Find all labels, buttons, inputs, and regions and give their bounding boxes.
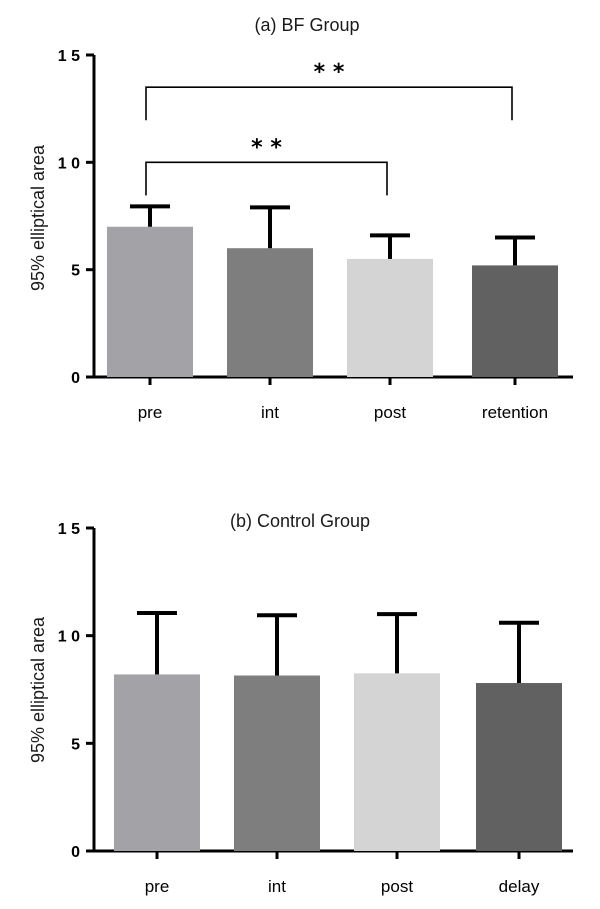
x-tick-label-delay: delay [499,877,540,896]
significance-bracket [145,161,388,196]
bar-delay [476,683,562,851]
x-tick-label-int: int [261,403,279,422]
x-tick-label-post: post [374,403,406,422]
bar-post [347,258,433,377]
panel-control-group: (b) Control Group 95% elliptical area 0 5… [28,511,573,896]
chart-title: (a) BF Group [254,15,359,35]
x-tick-label-pre: pre [138,403,163,422]
significance-brackets: * * * * [145,60,513,196]
bar-retention [472,265,558,377]
y-tick-label: 0 [71,370,80,387]
bar-post [354,673,440,851]
y-axis-label: 95% elliptical area [28,144,48,291]
y-axis-label: 95% elliptical area [28,616,48,763]
x-tick-label-retention: retention [482,403,548,422]
bar-pre [107,226,193,377]
y-tick-label: 5 [71,263,80,280]
bars [114,611,562,851]
bar-pre [114,674,200,851]
y-tick-label: 1 5 [58,48,80,65]
significance-bracket [145,86,513,121]
x-tick-label-post: post [381,877,413,896]
y-tick-label: 0 [71,844,80,861]
chart-title: (b) Control Group [230,511,370,531]
y-tick-label: 1 0 [58,629,80,646]
significance-label: * * [314,60,345,85]
bars [107,204,558,377]
y-tick-label: 1 0 [58,155,80,172]
x-tick-label-pre: pre [145,877,170,896]
x-tick-label-int: int [268,877,286,896]
panel-bf-group: (a) BF Group 95% elliptical area 0 5 1 0 1 … [28,15,573,422]
significance-label: * * [251,135,282,160]
y-tick-label: 1 5 [58,521,80,538]
bar-int [227,248,313,377]
bar-int [234,675,320,851]
y-tick-label: 5 [71,736,80,753]
